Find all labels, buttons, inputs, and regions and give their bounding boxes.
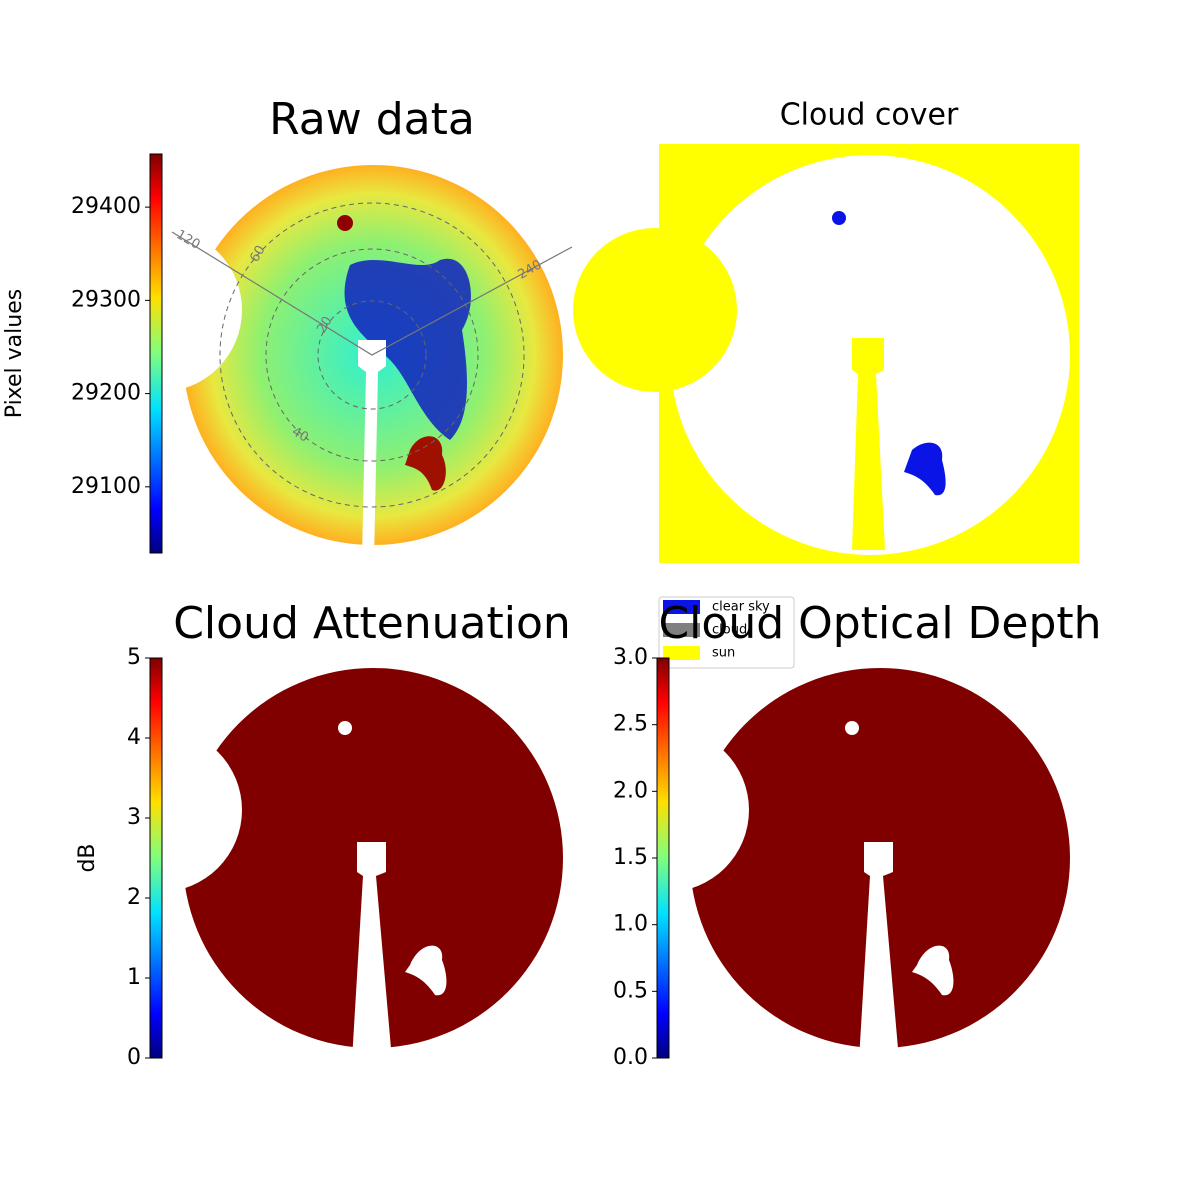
colorbar xyxy=(149,657,163,1059)
chart-title: Cloud Optical Depth xyxy=(658,598,1101,649)
y-tick-label: 0.5 xyxy=(613,978,648,1003)
y-tick-label: 1.0 xyxy=(613,912,648,937)
cloud-cover-image xyxy=(573,144,1079,563)
legend-label: sun xyxy=(712,646,735,661)
y-tick-label: 2 xyxy=(127,885,141,910)
y-tick-label: 4 xyxy=(127,725,141,750)
y-tick-label: 1 xyxy=(127,965,141,990)
y-tick-label: 1.5 xyxy=(613,845,648,870)
y-tick-label: 2.5 xyxy=(613,712,648,737)
y-tick-label: 3 xyxy=(127,805,141,830)
legend-swatch xyxy=(663,623,700,637)
annotation: 20 xyxy=(314,314,335,336)
y-tick-label: 0 xyxy=(127,1045,141,1070)
y-tick-label: 29100 xyxy=(71,474,141,499)
chart-title: Cloud cover xyxy=(780,98,959,133)
y-tick-label: 29300 xyxy=(71,287,141,312)
colorbar xyxy=(149,153,163,554)
legend-label: clear sky xyxy=(712,600,770,615)
y-tick-label: 29400 xyxy=(71,194,141,219)
y-tick-label: 29200 xyxy=(71,381,141,406)
annotation: 60 xyxy=(247,243,268,265)
legend-label: cloud xyxy=(712,623,747,638)
y-tick-label: 5 xyxy=(127,645,141,670)
chart-title: Raw data xyxy=(269,94,475,145)
y-tick-label: 0.0 xyxy=(613,1045,648,1070)
colorbar-label: Pixel values xyxy=(2,289,27,418)
colorbar xyxy=(656,657,670,1059)
legend-swatch xyxy=(663,600,700,614)
y-tick-label: 3.0 xyxy=(613,645,648,670)
chart-title: Cloud Attenuation xyxy=(173,598,571,649)
colorbar-label: dB xyxy=(75,843,100,872)
legend-swatch xyxy=(663,646,700,660)
annotation: 40 xyxy=(289,424,311,445)
y-tick-label: 2.0 xyxy=(613,778,648,803)
